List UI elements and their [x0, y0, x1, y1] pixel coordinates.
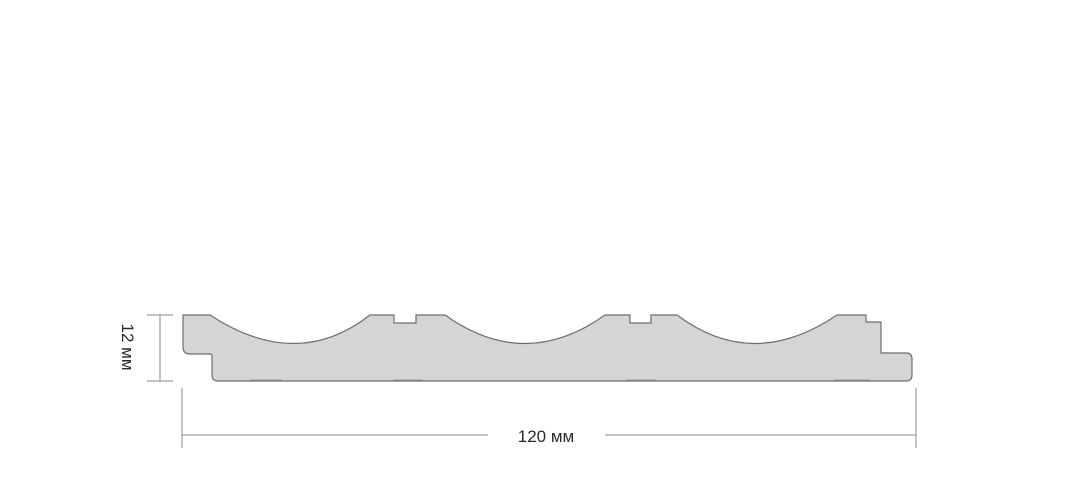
- panel-profile: [182, 314, 913, 382]
- height-label: 12 мм: [118, 323, 137, 370]
- width-label: 120 мм: [518, 427, 574, 446]
- width-dimension: 120 мм: [181, 388, 917, 448]
- height-dimension: 12 мм: [118, 314, 173, 382]
